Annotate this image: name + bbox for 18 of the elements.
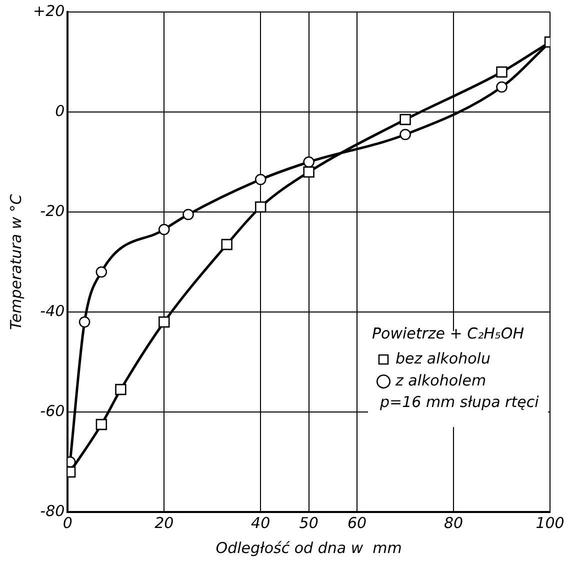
y-tick-label: -40 <box>40 302 65 320</box>
x-tick-label: 40 <box>251 514 270 532</box>
legend-title: Powietrze + C₂H₅OH <box>372 324 524 342</box>
x-tick-label: 60 <box>348 514 367 532</box>
y-axis-title: Temperatura w °C <box>6 194 25 330</box>
y-tick-label: -20 <box>40 202 65 220</box>
y-tick-label: 0 <box>55 102 65 120</box>
x-tick-label: 100 <box>536 514 564 532</box>
x-tick-label: 80 <box>444 514 464 532</box>
legend-label: z alkoholem <box>394 371 486 390</box>
annotation: p=16 mm słupa rtęci <box>378 392 540 411</box>
x-tick-label: 20 <box>154 514 174 532</box>
x-tick-label: 50 <box>299 514 318 532</box>
y-tick-label: -60 <box>40 402 65 420</box>
x-axis-title: Odległość od dna w mm <box>216 538 402 557</box>
legend-label: bez alkoholu <box>395 349 490 368</box>
y-tick-label: -80 <box>40 502 65 520</box>
y-tick-label: +20 <box>33 2 65 20</box>
